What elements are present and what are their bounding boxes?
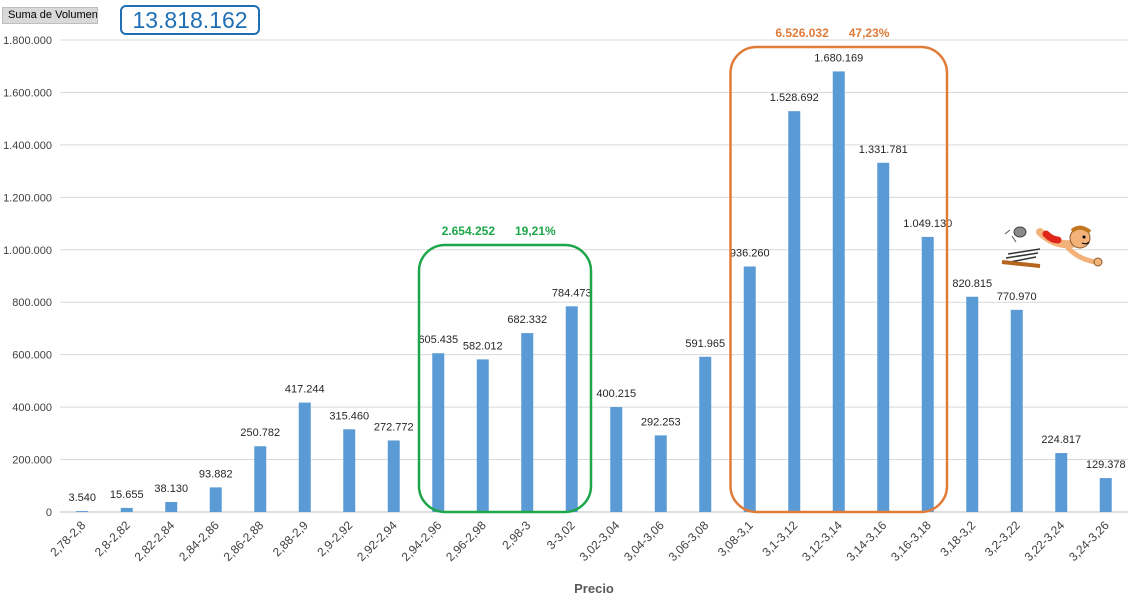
bar <box>832 71 845 512</box>
bar <box>209 487 222 512</box>
value-label: 129.378 <box>1086 459 1126 471</box>
x-tick-label: 3,18-3,2 <box>937 518 978 559</box>
value-label: 417.244 <box>285 384 325 396</box>
y-tick-label: 1.000.000 <box>3 245 52 257</box>
bar <box>343 429 356 512</box>
diver-illustration <box>1001 225 1103 268</box>
x-axis-tick-labels: 2,78-2,8 2,8-2,822,82-2,842,84-2,862,86-2… <box>47 518 1112 564</box>
bar <box>76 511 89 512</box>
orange-highlight-box <box>729 45 949 514</box>
value-label: 1.049.130 <box>903 218 952 230</box>
y-tick-label: 600.000 <box>12 350 52 362</box>
x-tick-label: 3,12-3,14 <box>799 518 845 564</box>
x-tick-label: 3,08-3,1 <box>715 518 756 559</box>
bar <box>966 296 979 512</box>
value-label: 1.680.169 <box>814 52 863 64</box>
x-tick-label: 3,16-3,18 <box>888 518 934 564</box>
x-tick-label: 2,88-2,9 <box>270 518 311 559</box>
y-tick-label: 1.800.000 <box>3 35 52 47</box>
total-volume-box: 13.818.162 <box>120 5 260 35</box>
value-label: 15.655 <box>110 489 144 501</box>
x-tick-label: 3,02-3,04 <box>577 518 623 564</box>
value-label: 3.540 <box>68 492 96 504</box>
bar <box>1010 309 1023 512</box>
value-label: 400.215 <box>596 388 636 400</box>
value-label: 250.782 <box>240 427 280 439</box>
field-button-suma-de-volumen[interactable]: Suma de Volumen <box>2 7 98 24</box>
x-tick-label: 3,04-3,06 <box>621 518 667 564</box>
value-label: 1.528.692 <box>770 92 819 104</box>
annotation-boxes: 2.654.252 19,21% 6.526.032 47,23% <box>417 26 949 514</box>
bar <box>298 402 311 512</box>
x-tick-label: 3,14-3,16 <box>844 518 890 564</box>
bar <box>654 435 667 512</box>
y-tick-label: 0 <box>46 507 52 519</box>
value-label: 682.332 <box>507 314 547 326</box>
y-tick-label: 1.400.000 <box>3 140 52 152</box>
x-tick-label: 2,96-2,98 <box>443 518 489 564</box>
y-tick-label: 400.000 <box>12 402 52 414</box>
x-tick-label: 3,2-3,22 <box>982 518 1023 559</box>
value-label: 93.882 <box>199 468 233 480</box>
value-label: 820.815 <box>952 278 992 290</box>
bar <box>432 353 445 512</box>
orange-box-percent: 47,23% <box>849 26 890 40</box>
value-label: 591.965 <box>685 338 725 350</box>
value-label: 38.130 <box>154 483 188 495</box>
value-label: 582.012 <box>463 340 503 352</box>
green-box-percent: 19,21% <box>515 224 556 238</box>
x-tick-label: 3,06-3,08 <box>666 518 712 564</box>
bar <box>788 111 801 512</box>
y-tick-label: 1.600.000 <box>3 87 52 99</box>
value-label: 292.253 <box>641 416 681 428</box>
x-tick-label: 3,1-3,12 <box>759 518 800 559</box>
value-label: 784.473 <box>552 287 592 299</box>
x-tick-label: 2,92-2,94 <box>354 518 400 564</box>
bar <box>165 502 178 512</box>
bar <box>387 440 400 512</box>
x-tick-label: 2,98-3 <box>499 518 533 552</box>
bar <box>521 333 534 512</box>
value-label: 315.460 <box>329 410 369 422</box>
x-tick-label: 2,86-2,88 <box>221 518 267 564</box>
value-label: 1.331.781 <box>859 144 908 156</box>
y-tick-label: 200.000 <box>12 455 52 467</box>
x-tick-label: 2,84-2,86 <box>176 518 222 564</box>
bar <box>254 446 267 512</box>
y-axis-tick-labels: 0 200.000 400.000 600.000 800.000 1.000.000 1.… <box>3 35 52 519</box>
green-box-volume: 2.654.252 <box>442 224 496 238</box>
value-labels: 3.540 15.655 38.130 93.882 250.782 417.244 315… <box>68 52 1125 504</box>
x-tick-label: 2,82-2,84 <box>132 518 178 564</box>
bar <box>565 306 578 512</box>
y-tick-label: 800.000 <box>12 297 52 309</box>
x-tick-label: 2,8-2,82 <box>92 518 133 559</box>
bar <box>877 162 890 513</box>
x-tick-label: 3,24-3,26 <box>1066 518 1112 564</box>
bar <box>1099 478 1112 512</box>
bar <box>120 507 133 512</box>
value-label: 272.772 <box>374 421 414 433</box>
value-label: 770.970 <box>997 291 1037 303</box>
bar <box>476 359 489 512</box>
x-tick-label: 2,9-2,92 <box>314 518 355 559</box>
value-label: 224.817 <box>1041 434 1081 446</box>
green-highlight-box <box>417 243 593 514</box>
y-tick-label: 1.200.000 <box>3 192 52 204</box>
x-axis-title: Precio <box>574 581 614 596</box>
gridlines <box>60 39 1128 513</box>
bar <box>921 236 934 512</box>
bars <box>76 71 1112 513</box>
x-tick-label: 3-3,02 <box>544 518 578 552</box>
bar <box>610 407 623 512</box>
bar <box>743 266 756 512</box>
x-tick-label: 2,94-2,96 <box>399 518 445 564</box>
x-tick-label: 3,22-3,24 <box>1022 518 1068 564</box>
value-label: 936.260 <box>730 247 770 259</box>
bar <box>699 356 712 512</box>
x-tick-label: 2,78-2,8 <box>47 518 88 559</box>
orange-box-volume: 6.526.032 <box>775 26 829 40</box>
bar <box>1055 453 1068 512</box>
value-label: 605.435 <box>418 334 458 346</box>
